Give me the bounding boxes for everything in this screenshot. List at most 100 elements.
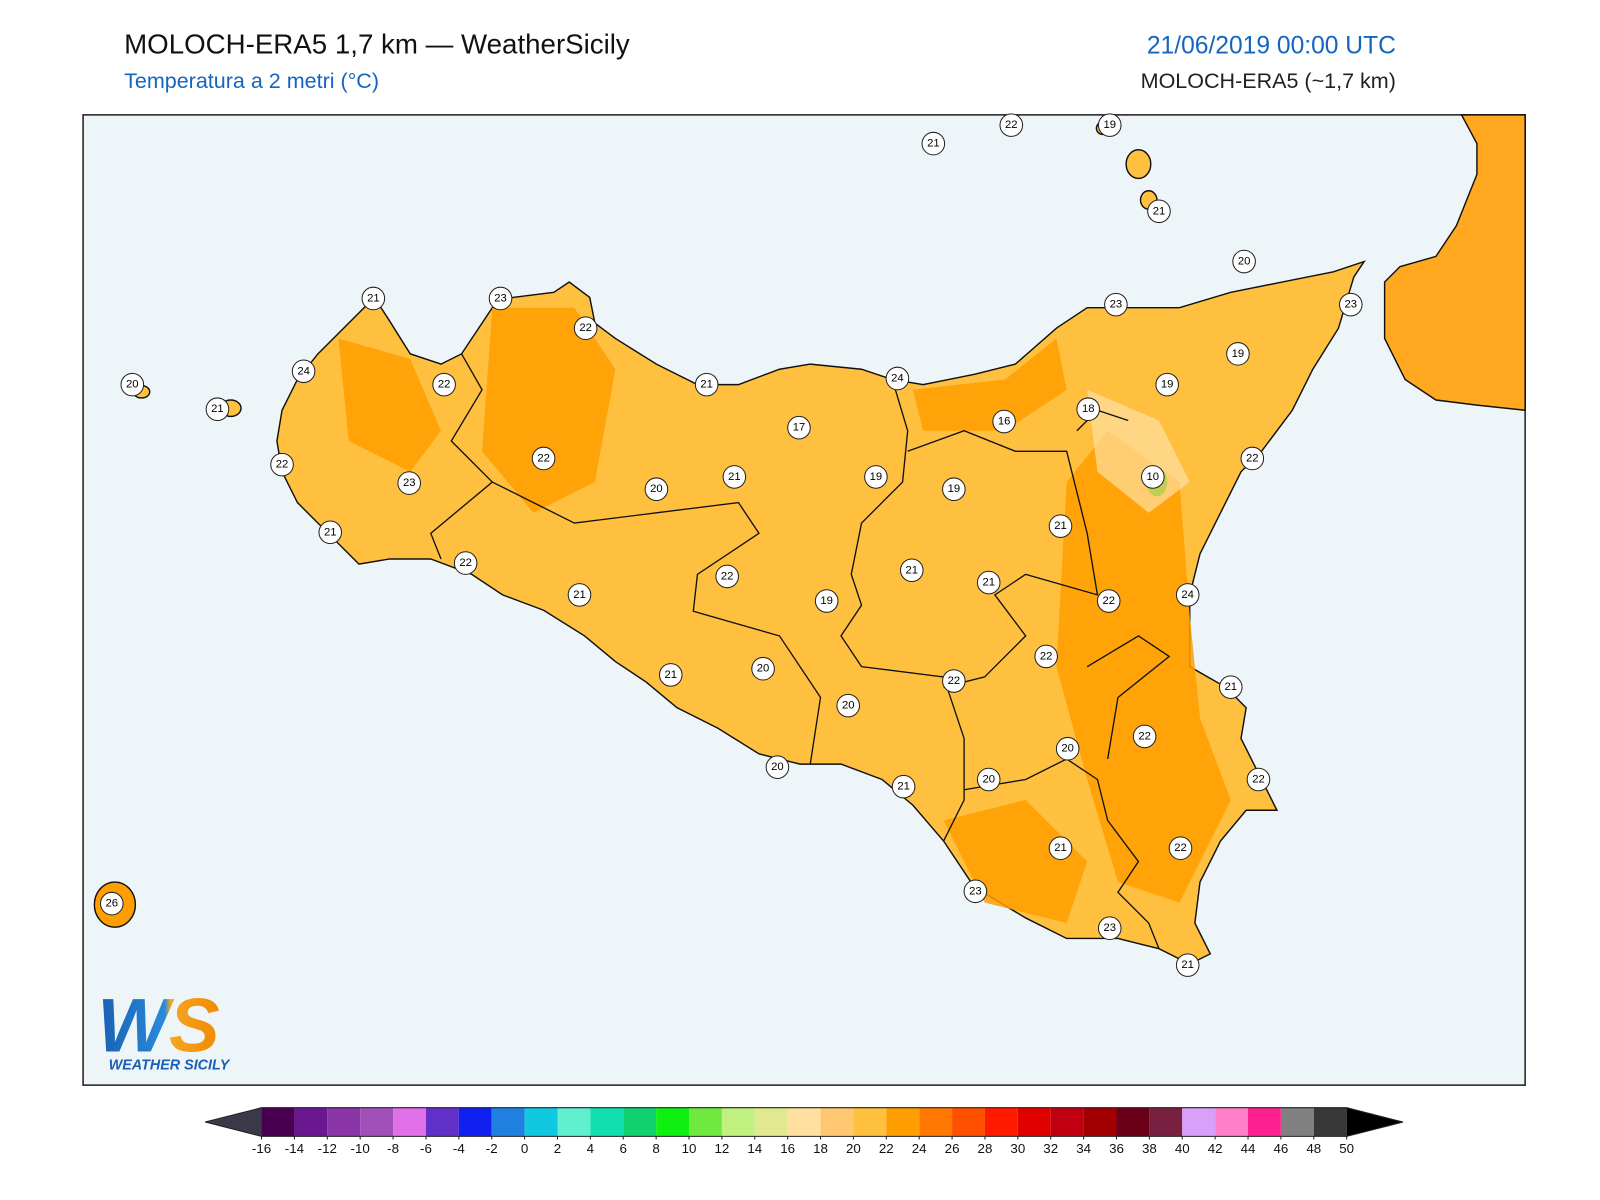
station-circle (992, 409, 1016, 434)
patch (482, 307, 616, 513)
station-circle (1048, 514, 1073, 538)
colorbar-box (623, 1107, 657, 1137)
province-borders (429, 353, 1171, 949)
colorbar-box (754, 1107, 788, 1137)
station: 21 (1147, 199, 1171, 224)
colorbar-box (1248, 1107, 1281, 1137)
station-circle (1132, 724, 1157, 749)
station-value: 22 (1040, 650, 1053, 662)
logo-name: WEATHER SICILY (109, 1058, 231, 1074)
colorbar-tick-label: 12 (714, 1141, 729, 1156)
station-circle (1240, 446, 1265, 471)
station-circle (658, 663, 683, 687)
station-value: 22 (537, 452, 550, 464)
logo-mark: WS (97, 983, 219, 1068)
colorbar-tick-label: 20 (846, 1141, 861, 1156)
station: 22 (1034, 644, 1058, 669)
station-value: 20 (757, 663, 770, 675)
station: 21 (722, 465, 747, 489)
colorbar-tick-label: 22 (879, 1141, 894, 1156)
station-circle (270, 452, 294, 477)
station-value: 23 (403, 477, 416, 489)
colorbar-tick-label: 4 (587, 1141, 595, 1156)
colorbar-tick-label: -2 (486, 1141, 498, 1156)
station-value: 23 (1103, 922, 1116, 934)
station-value: 21 (906, 564, 919, 576)
border (840, 379, 965, 842)
station-circle (573, 316, 598, 340)
colorbar-box (327, 1107, 361, 1137)
border (963, 758, 1160, 949)
station: 19 (1097, 113, 1122, 137)
colorbar-tick-label: -8 (387, 1141, 399, 1156)
valid-date: 21/06/2019 00:00 UTC (1147, 32, 1396, 59)
station: 20 (1232, 249, 1256, 274)
station-circle (765, 755, 790, 779)
border (1086, 635, 1171, 760)
station: 21 (694, 372, 719, 397)
colorbar-tick-label: 2 (554, 1141, 561, 1156)
colorbar-box (1116, 1107, 1150, 1137)
station-value: 20 (126, 379, 139, 391)
station-value: 21 (1153, 205, 1166, 217)
station-circle (787, 415, 811, 440)
station: 23 (397, 471, 422, 495)
colorbar-box (393, 1107, 426, 1137)
station: 21 (361, 286, 386, 311)
station-circle (453, 551, 478, 575)
colorbar-tick-label: 28 (978, 1141, 993, 1156)
station: 21 (658, 663, 683, 687)
colorbar-tick-label: 30 (1010, 1141, 1025, 1156)
station-circle (899, 558, 924, 583)
station: 23 (963, 879, 988, 904)
station-value: 22 (721, 570, 734, 582)
station-value: 20 (650, 483, 663, 495)
station-circle (891, 774, 916, 799)
station: 22 (715, 564, 739, 589)
station: 22 (432, 372, 456, 397)
colorbar-tick-label: 42 (1208, 1141, 1223, 1156)
station: 24 (1175, 583, 1200, 607)
station-value: 22 (459, 557, 472, 569)
station-value: 24 (297, 365, 310, 377)
station-circle (1104, 292, 1128, 317)
calabria (1383, 114, 1526, 412)
station-circle (205, 397, 230, 422)
station-value: 22 (1252, 773, 1265, 785)
station-value: 20 (842, 700, 855, 712)
station-value: 24 (891, 372, 904, 384)
colorbar-box (458, 1107, 492, 1137)
station: 21 (1175, 953, 1200, 977)
border (907, 430, 1099, 688)
colorbar-box (1149, 1107, 1183, 1137)
station-value: 21 (1054, 520, 1067, 532)
station: 22 (531, 446, 556, 471)
station-value: 21 (897, 781, 910, 793)
station-circle (1147, 199, 1171, 224)
station-value: 21 (927, 138, 940, 150)
station: 10 (1141, 465, 1165, 489)
station: 21 (899, 558, 924, 583)
station: 17 (787, 415, 811, 440)
station: 22 (1168, 836, 1193, 860)
colorbar-over (1346, 1107, 1404, 1137)
station: 22 (270, 452, 294, 477)
station: 20 (765, 755, 790, 779)
colorbar-box (1215, 1107, 1249, 1137)
colorbar-tick-label: 10 (682, 1141, 697, 1156)
station: 19 (1226, 342, 1250, 366)
station-circle (864, 465, 888, 489)
colorbar-tick-label: 44 (1241, 1141, 1256, 1156)
station: 23 (1097, 916, 1122, 940)
station-value: 21 (700, 379, 713, 391)
station-value: 21 (367, 292, 380, 304)
station: 21 (205, 397, 230, 422)
colorbar-tick-label: 40 (1175, 1141, 1190, 1156)
station-value: 19 (820, 595, 833, 607)
station-circle (1076, 397, 1100, 422)
border (429, 353, 494, 560)
station-value: 22 (1102, 595, 1115, 607)
station-circle (942, 477, 966, 502)
station: 20 (976, 767, 1001, 792)
